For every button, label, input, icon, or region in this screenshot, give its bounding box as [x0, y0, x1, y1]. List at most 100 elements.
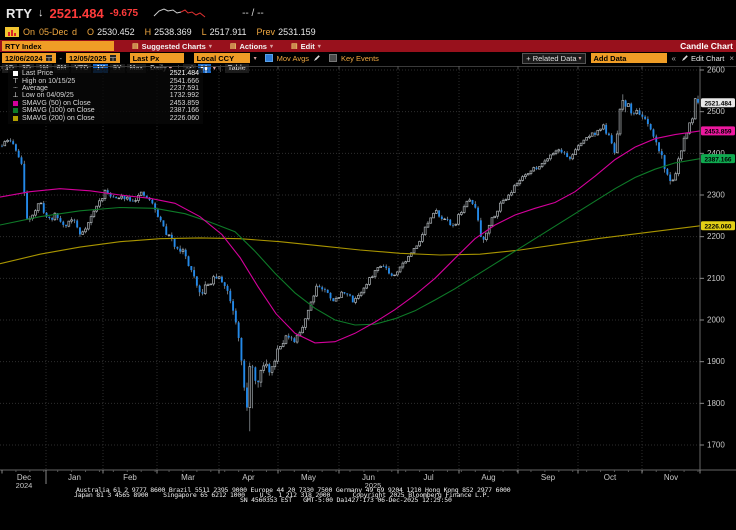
chevron-down-icon: ▾ — [253, 55, 257, 62]
prev-label: Prev — [256, 27, 276, 37]
legend-row-last-price: Last Price 2521.484 — [11, 70, 199, 77]
legend-row-high: ⊤ High on 10/15/25 2541.666 — [12, 76, 199, 85]
price-change: -9.675 — [109, 7, 139, 19]
svg-text:2100: 2100 — [707, 274, 725, 283]
last-price-swatch — [13, 71, 18, 77]
footer-phone-line2: Japan 81 3 4565 8900 Singapore 65 6212 1… — [74, 491, 490, 499]
date-range-dash: - — [59, 53, 63, 63]
chevron-down-icon: ▾ — [208, 43, 212, 50]
svg-text:Dec: Dec — [17, 473, 31, 482]
legend-row-average: ┄ Average 2237.591 — [11, 85, 199, 92]
high-value: 2538.369 — [154, 27, 192, 37]
legend-row-low: ⊥ Low on 04/09/25 1732.992 — [12, 91, 199, 100]
svg-text:Jun: Jun — [362, 473, 375, 482]
svg-text:Sep: Sep — [541, 473, 556, 482]
table-button[interactable]: Table — [224, 64, 249, 73]
svg-text:2025: 2025 — [365, 481, 382, 490]
svg-text:1700: 1700 — [707, 441, 725, 450]
legend-row-smavg50: SMAVG (50) on Close 2453.859 — [11, 100, 199, 107]
chart-type-title: Candle Chart — [680, 41, 733, 51]
sma-100-line — [0, 158, 701, 326]
edit-chart-button[interactable]: Edit Chart — [681, 54, 724, 63]
close-icon[interactable]: × — [729, 53, 734, 63]
open-label: O — [87, 27, 95, 37]
currency-select[interactable]: Local CCY — [193, 53, 250, 63]
divider — [219, 65, 221, 72]
mov-avgs-checkbox[interactable] — [264, 54, 273, 62]
footer-terminal-info: SN 4560353 EST GMT-5:00 Da1427-173 06-De… — [240, 496, 452, 504]
ticker-symbol: RTY — [6, 5, 32, 21]
price-source-select[interactable]: Last Px — [129, 53, 184, 63]
date-from-input[interactable]: 12/06/2024 — [2, 53, 56, 63]
actions-menu[interactable]: ▤ Actions ▾ — [229, 41, 273, 51]
low-value: 2517.911 — [209, 27, 247, 37]
high-label: H — [144, 27, 152, 37]
grid-layer — [0, 66, 700, 470]
menu-grid-icon: ▤ — [290, 43, 298, 50]
security-header: RTY ↓ 2521.484 -9.675 -- / -- — [0, 3, 736, 23]
chart-flag-icon — [5, 27, 19, 37]
suggested-charts-menu[interactable]: ▤ Suggested Charts ▾ — [132, 41, 212, 51]
mov-avgs-label: Mov Avgs — [276, 53, 309, 63]
svg-text:Feb: Feb — [123, 473, 137, 482]
low-marker-icon: ⊥ — [12, 91, 19, 100]
svg-text:1800: 1800 — [707, 399, 725, 408]
calendar-icon — [45, 54, 53, 62]
svg-text:Aug: Aug — [481, 473, 495, 482]
pencil-icon — [681, 55, 688, 61]
axes-layer: 2600 2500 2400 2300 2200 2100 2000 1900 1800 1700… — [0, 66, 736, 490]
svg-text:2600: 2600 — [707, 66, 725, 75]
pencil-icon[interactable] — [313, 54, 321, 62]
chevron-down-icon: ▾ — [578, 55, 582, 62]
key-events-label: Key Events — [341, 53, 379, 63]
svg-text:Nov: Nov — [664, 473, 678, 482]
svg-text:2400: 2400 — [707, 149, 725, 158]
bid-ask-placeholder: -- / -- — [242, 7, 264, 19]
candles-layer — [1, 94, 699, 432]
prev-value: 2531.159 — [278, 27, 316, 37]
svg-text:2300: 2300 — [707, 191, 725, 200]
footer-phone-line1: Australia 61 2 9777 8600 Brazil 5511 239… — [76, 486, 511, 494]
axis-badges-layer: 2521.484 2453.859 2387.166 2226.060 — [701, 98, 735, 230]
edit-menu[interactable]: ▤ Edit ▾ — [290, 41, 321, 51]
session-date: 05-Dec — [39, 27, 69, 37]
high-marker-icon: ⊤ — [12, 76, 19, 85]
legend-row-smavg200: SMAVG (200) on Close 2226.060 — [11, 114, 199, 122]
svg-text:Apr: Apr — [242, 473, 255, 482]
svg-text:May: May — [301, 473, 316, 482]
average-marker-icon: ┄ — [13, 84, 18, 92]
related-data-button[interactable]: + Related Data ▾ — [522, 52, 586, 64]
svg-text:1900: 1900 — [707, 357, 725, 366]
svg-text:2000: 2000 — [707, 316, 725, 325]
calendar-icon — [109, 54, 117, 62]
chart-settings-toolbar: 12/06/2024 - 12/05/2025 Last Px Local CC… — [0, 52, 736, 64]
low-label: L — [201, 27, 207, 37]
menu-grid-icon: ▤ — [229, 43, 237, 50]
smavg200-swatch — [13, 115, 18, 121]
candle-chart[interactable]: 2600 2500 2400 2300 2200 2100 2000 1900 1800 1700… — [0, 66, 736, 490]
chart-legend: Last Price 2521.484 ⊤ High on 10/15/25 2… — [8, 68, 203, 124]
date-to-input[interactable]: 12/05/2025 — [66, 53, 120, 63]
legend-row-smavg100: SMAVG (100) on Close 2387.166 — [11, 107, 199, 114]
chevron-down-icon: ▾ — [317, 43, 321, 50]
svg-text:Jul: Jul — [423, 473, 433, 482]
svg-text:2521.484: 2521.484 — [704, 100, 731, 107]
svg-text:Mar: Mar — [181, 473, 195, 482]
open-value: 2530.452 — [97, 27, 135, 37]
chevron-down-icon: ▾ — [269, 43, 273, 50]
security-input[interactable]: RTY Index — [2, 41, 114, 51]
key-events-checkbox[interactable] — [329, 54, 337, 62]
add-data-input[interactable]: Add Data — [590, 53, 667, 63]
svg-text:2453.859: 2453.859 — [704, 128, 731, 135]
svg-text:2500: 2500 — [707, 107, 725, 116]
smavg50-swatch — [13, 100, 18, 106]
last-price: 2521.484 — [49, 5, 104, 21]
session-frequency: d — [72, 27, 78, 37]
svg-text:2200: 2200 — [707, 232, 725, 241]
sma-50-line — [0, 130, 701, 344]
smavg100-swatch — [13, 108, 18, 114]
command-bar: RTY Index ▤ Suggested Charts ▾ ▤ Actions… — [0, 40, 736, 52]
price-sparkline — [153, 8, 206, 18]
collapse-icon[interactable]: « — [671, 53, 676, 63]
down-arrow-icon: ↓ — [38, 7, 44, 19]
